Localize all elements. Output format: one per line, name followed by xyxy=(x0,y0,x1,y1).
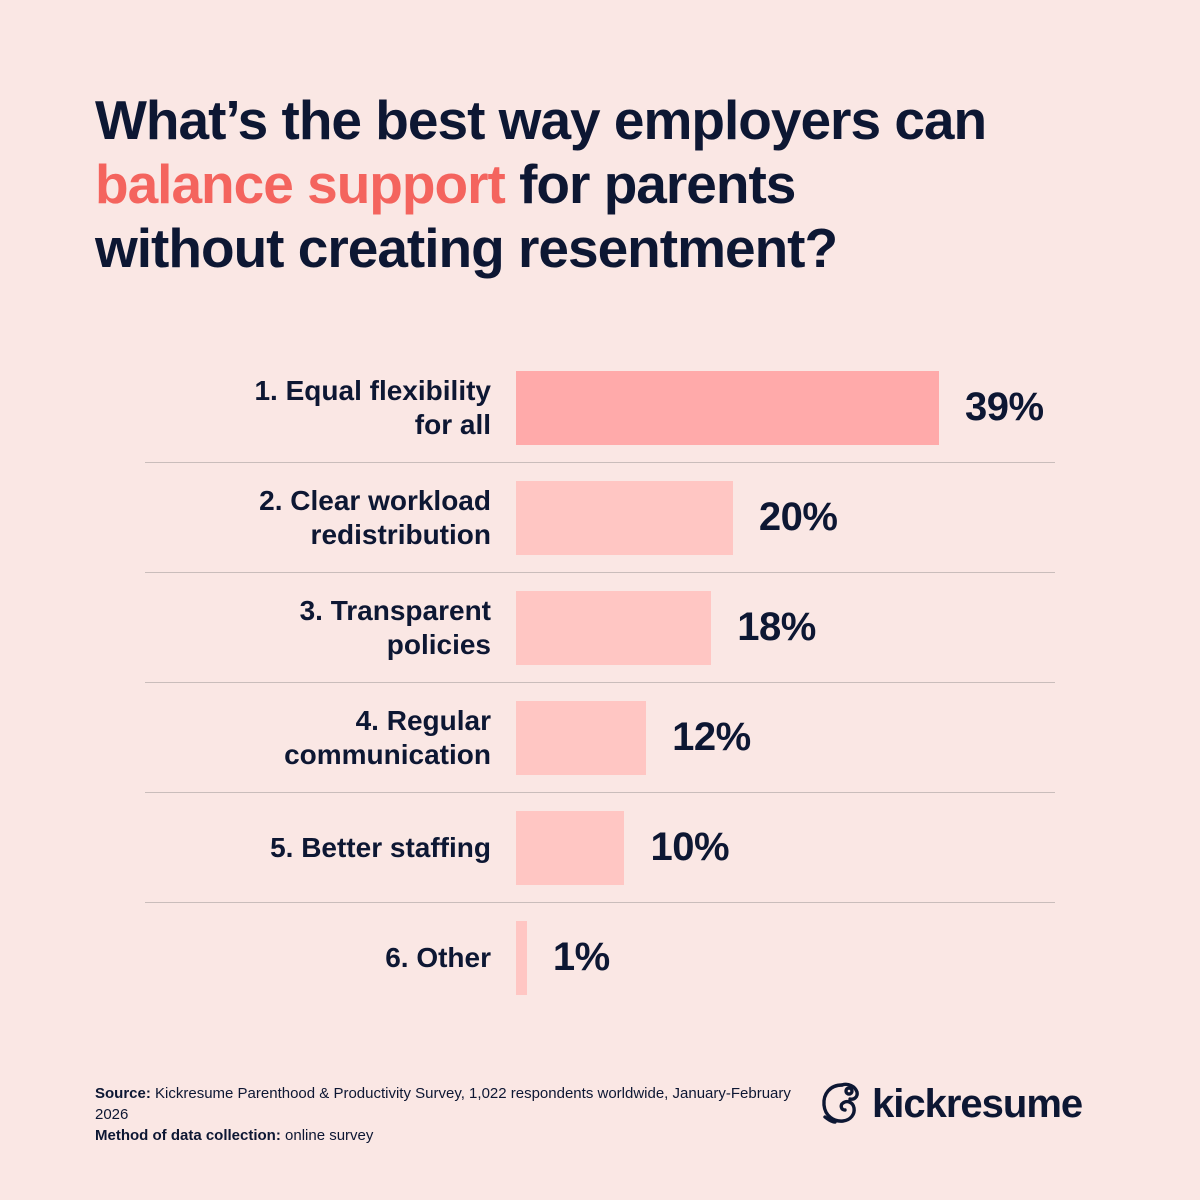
chart-row: 1. Equal flexibility for all 39% xyxy=(145,353,1055,463)
chameleon-logo-icon xyxy=(820,1079,862,1130)
category-label-line-2: redistribution xyxy=(310,518,491,550)
category-label-line-1: 4. Regular xyxy=(355,704,491,736)
title-line-3: without creating resentment? xyxy=(95,217,838,279)
category-label: 6. Other xyxy=(151,903,491,1012)
title-accent: balance support xyxy=(95,153,506,215)
chart-row: 3. Transparent policies 18% xyxy=(145,573,1055,683)
bar xyxy=(516,921,527,995)
chart-row: 4. Regular communication 12% xyxy=(145,683,1055,793)
title-line-1: What’s the best way employers can xyxy=(95,89,987,151)
source-label: Source: xyxy=(95,1085,151,1102)
bar xyxy=(516,481,733,555)
method-label: Method of data collection: xyxy=(95,1127,281,1144)
category-label-line-1: 5. Better staffing xyxy=(270,831,491,863)
bar-chart: 1. Equal flexibility for all 39% 2. Clear w… xyxy=(145,353,1055,1012)
category-label: 1. Equal flexibility for all xyxy=(151,353,491,462)
method-line: Method of data collection: online survey xyxy=(95,1125,795,1146)
category-label-line-1: 6. Other xyxy=(385,941,491,973)
value-label: 1% xyxy=(552,935,610,979)
category-label-line-2: for all xyxy=(414,408,491,440)
bar xyxy=(516,371,939,445)
category-label: 3. Transparent policies xyxy=(151,573,491,682)
value-label: 10% xyxy=(650,825,730,869)
category-label: 4. Regular communication xyxy=(151,683,491,792)
category-label: 5. Better staffing xyxy=(151,793,491,902)
source-text: Kickresume Parenthood & Productivity Sur… xyxy=(95,1085,791,1123)
chart-row: 2. Clear workload redistribution 20% xyxy=(145,463,1055,573)
category-label-line-2: communication xyxy=(284,738,491,770)
chart-row: 6. Other 1% xyxy=(145,903,1055,1012)
value-label: 18% xyxy=(737,605,816,649)
value-label: 20% xyxy=(758,495,838,539)
category-label-line-2: policies xyxy=(386,628,491,660)
category-label-line-1: 1. Equal flexibility xyxy=(254,374,491,406)
value-label: 39% xyxy=(965,385,1044,429)
source-line: Source: Kickresume Parenthood & Producti… xyxy=(95,1083,795,1125)
chart-row: 5. Better staffing 10% xyxy=(145,793,1055,903)
category-label-line-1: 3. Transparent xyxy=(299,594,491,626)
value-label: 12% xyxy=(672,715,751,759)
kickresume-logo: kickresume xyxy=(820,1079,1083,1130)
bar xyxy=(516,591,712,665)
chart-title: What’s the best way employers can balanc… xyxy=(95,88,1135,280)
bar xyxy=(516,701,647,775)
footer-source: Source: Kickresume Parenthood & Producti… xyxy=(95,1083,795,1146)
bar xyxy=(516,811,625,885)
logo-text: kickresume xyxy=(872,1081,1083,1126)
method-text: online survey xyxy=(280,1127,374,1144)
category-label-line-1: 2. Clear workload xyxy=(259,484,491,516)
title-line-2-rest: for parents xyxy=(504,153,796,215)
category-label: 2. Clear workload redistribution xyxy=(151,463,491,572)
